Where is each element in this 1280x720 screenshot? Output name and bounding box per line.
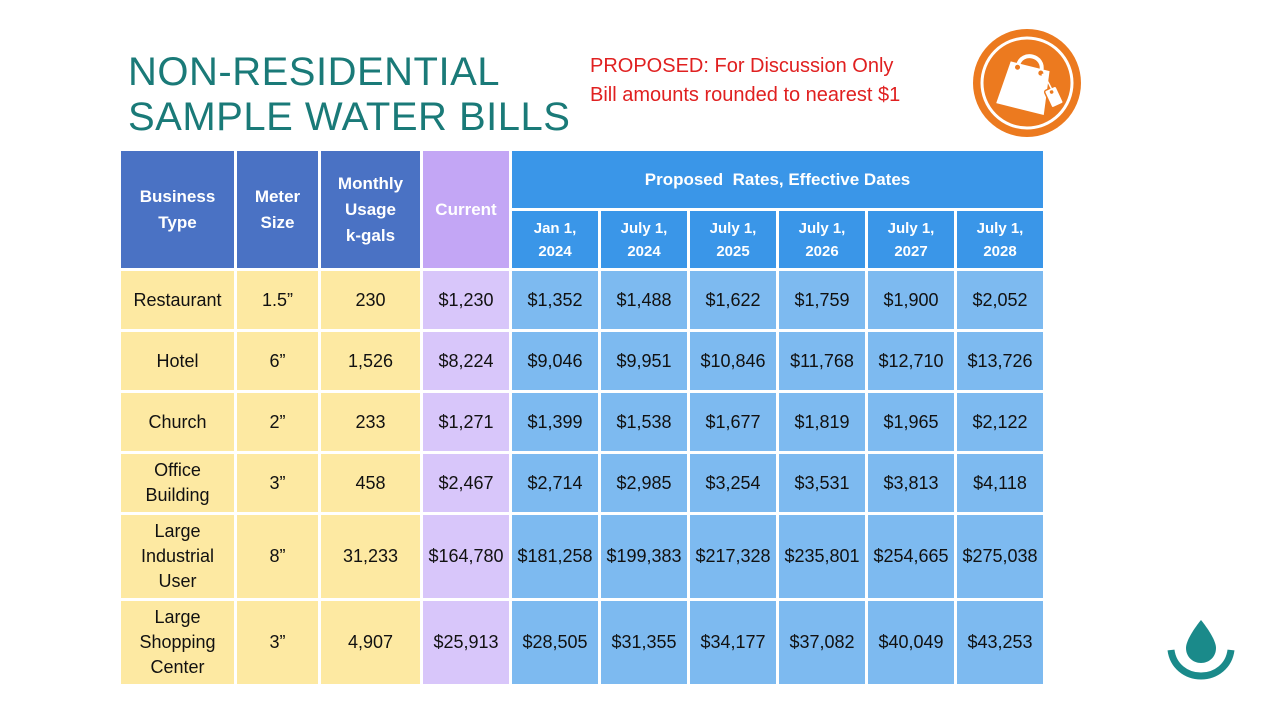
- header-current: Current: [420, 148, 512, 271]
- cell-business-type: Restaurant: [118, 268, 237, 332]
- water-bills-table: Business Type Meter Size Monthly Usage k…: [118, 148, 1046, 687]
- cell-meter-size: 3”: [234, 451, 321, 515]
- cell-current-bill: $1,271: [420, 390, 512, 454]
- cell-current-bill: $164,780: [420, 512, 512, 601]
- header-date: Jan 1, 2024: [509, 208, 601, 271]
- cell-proposed-bill: $181,258: [509, 512, 601, 601]
- header-date: July 1, 2026: [776, 208, 868, 271]
- cell-business-type: Hotel: [118, 329, 237, 393]
- cell-current-bill: $2,467: [420, 451, 512, 515]
- cell-proposed-bill: $217,328: [687, 512, 779, 601]
- slide-title: NON-RESIDENTIAL SAMPLE WATER BILLS: [128, 50, 570, 140]
- cell-proposed-bill: $43,253: [954, 598, 1046, 687]
- cell-proposed-bill: $1,900: [865, 268, 957, 332]
- cell-current-bill: $25,913: [420, 598, 512, 687]
- cell-proposed-bill: $199,383: [598, 512, 690, 601]
- title-line-1: NON-RESIDENTIAL: [128, 50, 500, 94]
- cell-proposed-bill: $2,714: [509, 451, 601, 515]
- note-line-2: Bill amounts rounded to nearest $1: [590, 84, 901, 106]
- cell-proposed-bill: $9,951: [598, 329, 690, 393]
- cell-proposed-bill: $11,768: [776, 329, 868, 393]
- header-date: July 1, 2027: [865, 208, 957, 271]
- header-meter-size: Meter Size: [234, 148, 321, 271]
- cell-proposed-bill: $1,488: [598, 268, 690, 332]
- cell-proposed-bill: $1,538: [598, 390, 690, 454]
- cell-proposed-bill: $13,726: [954, 329, 1046, 393]
- cell-proposed-bill: $3,813: [865, 451, 957, 515]
- header-business-type: Business Type: [118, 148, 237, 271]
- cell-monthly-usage: 458: [318, 451, 423, 515]
- cell-proposed-bill: $2,122: [954, 390, 1046, 454]
- header-date: July 1, 2024: [598, 208, 690, 271]
- cell-proposed-bill: $9,046: [509, 329, 601, 393]
- cell-monthly-usage: 4,907: [318, 598, 423, 687]
- table-row: Large Shopping Center 3” 4,907 $25,913 $28,505…: [118, 598, 1046, 687]
- table-row: Hotel 6” 1,526 $8,224 $9,046 $9,951 $10,846 $11…: [118, 329, 1046, 393]
- cell-business-type: Large Shopping Center: [118, 598, 237, 687]
- cell-meter-size: 8”: [234, 512, 321, 601]
- note-line-1: PROPOSED: For Discussion Only: [590, 55, 894, 77]
- cell-proposed-bill: $12,710: [865, 329, 957, 393]
- cell-monthly-usage: 233: [318, 390, 423, 454]
- cell-current-bill: $8,224: [420, 329, 512, 393]
- cell-proposed-bill: $1,677: [687, 390, 779, 454]
- cell-proposed-bill: $2,052: [954, 268, 1046, 332]
- cell-proposed-bill: $31,355: [598, 598, 690, 687]
- cell-meter-size: 3”: [234, 598, 321, 687]
- cell-business-type: Church: [118, 390, 237, 454]
- proposal-note: PROPOSED: For Discussion Only Bill amoun…: [590, 52, 900, 110]
- shopping-bag-icon: [973, 29, 1081, 137]
- cell-monthly-usage: 31,233: [318, 512, 423, 601]
- table-row: Office Building 3” 458 $2,467 $2,714 $2,985 $3,…: [118, 451, 1046, 515]
- water-drop-icon: [1167, 620, 1235, 680]
- cell-proposed-bill: $275,038: [954, 512, 1046, 601]
- cell-proposed-bill: $10,846: [687, 329, 779, 393]
- cell-business-type: Office Building: [118, 451, 237, 515]
- cell-proposed-bill: $3,254: [687, 451, 779, 515]
- table-row: Large Industrial User 8” 31,233 $164,780 $181,…: [118, 512, 1046, 601]
- cell-meter-size: 2”: [234, 390, 321, 454]
- header-date: July 1, 2028: [954, 208, 1046, 271]
- cell-proposed-bill: $1,759: [776, 268, 868, 332]
- header-date: July 1, 2025: [687, 208, 779, 271]
- table-row: Church 2” 233 $1,271 $1,399 $1,538 $1,677 $1,81…: [118, 390, 1046, 454]
- cell-proposed-bill: $1,965: [865, 390, 957, 454]
- cell-proposed-bill: $254,665: [865, 512, 957, 601]
- cell-proposed-bill: $1,622: [687, 268, 779, 332]
- cell-proposed-bill: $2,985: [598, 451, 690, 515]
- cell-monthly-usage: 1,526: [318, 329, 423, 393]
- cell-proposed-bill: $1,352: [509, 268, 601, 332]
- header-proposed-rates: Proposed Rates, Effective Dates: [509, 148, 1046, 211]
- cell-proposed-bill: $3,531: [776, 451, 868, 515]
- cell-proposed-bill: $1,819: [776, 390, 868, 454]
- cell-proposed-bill: $37,082: [776, 598, 868, 687]
- cell-proposed-bill: $40,049: [865, 598, 957, 687]
- cell-proposed-bill: $28,505: [509, 598, 601, 687]
- cell-current-bill: $1,230: [420, 268, 512, 332]
- cell-business-type: Large Industrial User: [118, 512, 237, 601]
- cell-meter-size: 6”: [234, 329, 321, 393]
- table-row: Restaurant 1.5” 230 $1,230 $1,352 $1,488 $1,62…: [118, 268, 1046, 332]
- title-line-2: SAMPLE WATER BILLS: [128, 95, 571, 139]
- header-monthly-usage: Monthly Usage k-gals: [318, 148, 423, 271]
- cell-monthly-usage: 230: [318, 268, 423, 332]
- cell-proposed-bill: $4,118: [954, 451, 1046, 515]
- cell-meter-size: 1.5”: [234, 268, 321, 332]
- cell-proposed-bill: $1,399: [509, 390, 601, 454]
- cell-proposed-bill: $34,177: [687, 598, 779, 687]
- cell-proposed-bill: $235,801: [776, 512, 868, 601]
